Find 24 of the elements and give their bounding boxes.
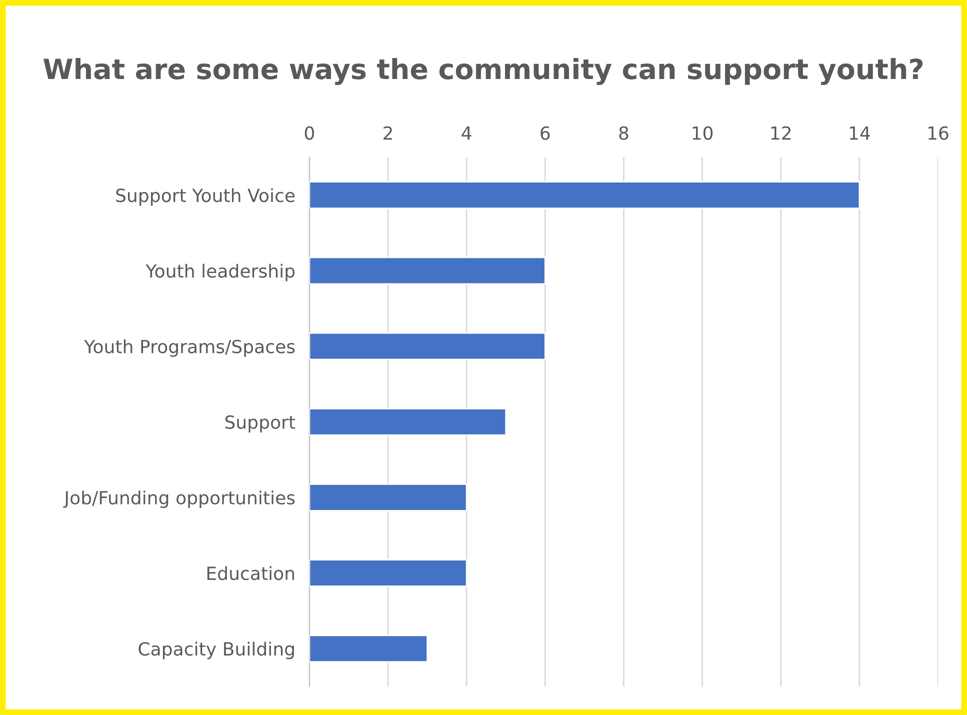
y-tick-label: Support Youth Voice — [116, 188, 295, 206]
y-tick-label: Support — [225, 415, 296, 432]
bar — [309, 559, 468, 587]
bar — [309, 181, 860, 210]
y-tick-label: Youth leadership — [146, 264, 295, 282]
bar — [309, 408, 507, 436]
y-tick-label: Job/Funding opportunities — [63, 490, 295, 508]
x-tick-label: 2 — [384, 126, 392, 140]
y-tick-label: Youth Programs/Spaces — [84, 339, 295, 357]
x-tick-label: 8 — [619, 126, 628, 140]
x-tick-label: 12 — [771, 126, 791, 140]
bar — [309, 484, 468, 512]
x-tick-label: 4 — [462, 126, 472, 140]
x-tick-label: 10 — [692, 126, 713, 140]
y-tick-label: Education — [207, 566, 294, 580]
x-tick-label: 14 — [850, 126, 870, 140]
bar — [309, 634, 428, 663]
x-tick-label: 6 — [540, 126, 550, 140]
bar — [309, 332, 546, 360]
y-tick-label: Capacity Building — [138, 642, 294, 660]
x-tick-label: 0 — [304, 126, 314, 140]
chart-title: What are some ways the community can support youth? — [43, 58, 923, 86]
x-tick-label: 16 — [928, 126, 948, 140]
bar — [309, 256, 546, 285]
